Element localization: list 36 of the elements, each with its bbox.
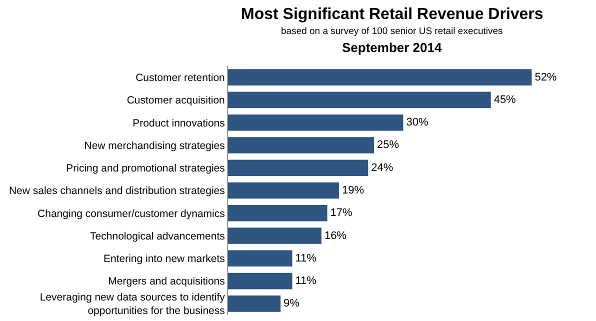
y-tick-label: Technological advancements	[90, 230, 225, 242]
y-tick-label: Entering into new markets	[103, 253, 225, 266]
bar	[228, 296, 281, 312]
text: September 2014	[342, 40, 442, 55]
bar	[228, 204, 328, 222]
data-label: 25%	[377, 139, 400, 152]
y-tick-label: Changing consumer/customer dynamics	[38, 208, 225, 220]
data-label: 16%	[324, 230, 347, 242]
data-label: 24%	[371, 162, 394, 174]
data-label: 17%	[330, 207, 353, 220]
bar	[228, 137, 374, 154]
data-label: 45%	[494, 94, 516, 106]
data-label: 9%	[284, 298, 300, 310]
data-label: 11%	[295, 252, 317, 264]
bar	[228, 272, 292, 290]
y-tick-label: Product innovations	[132, 117, 225, 130]
chart-title: Most Significant Retail Revenue Drivers	[241, 6, 544, 23]
y-tick-label: New sales channels and distribution strategies	[8, 185, 225, 198]
y-tick-label: New merchandising strategies	[84, 140, 225, 152]
data-label: 19%	[342, 184, 364, 196]
bar	[228, 160, 368, 176]
data-label: 30%	[406, 116, 428, 129]
bar	[228, 92, 491, 108]
y-tick-label: Customer acquisition	[126, 94, 226, 107]
data-label: 11%	[295, 275, 317, 288]
bar	[228, 250, 292, 267]
data-label: 52%	[534, 71, 557, 84]
y-tick-label: Mergers and acquisitions	[108, 276, 225, 288]
bar	[228, 69, 532, 86]
y-tick-label: Customer retention	[136, 72, 226, 84]
y-tick-label: Leveraging new data sources to identify opportunities for the business	[40, 292, 226, 318]
bar	[228, 182, 339, 199]
bar	[228, 114, 404, 131]
y-tick-label: Pricing and promotional strategies	[66, 162, 225, 175]
bar	[228, 228, 322, 244]
chart-subtitle: based on a survey of 100 senior US retail executives	[281, 26, 504, 37]
